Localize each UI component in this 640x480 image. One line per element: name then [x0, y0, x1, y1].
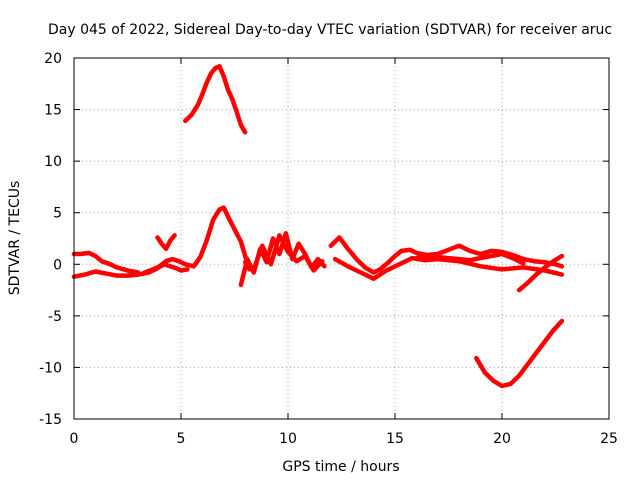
series-track-12	[414, 251, 526, 266]
y-tick-label: -15	[39, 412, 62, 428]
y-tick-label: 10	[44, 154, 62, 170]
x-tick-label: 5	[177, 431, 186, 447]
series-track-7	[242, 233, 325, 273]
x-axis-label: GPS time / hours	[282, 459, 399, 475]
y-tick-label: 15	[44, 103, 62, 119]
y-tick-label: -10	[39, 360, 62, 376]
y-tick-label: 5	[53, 206, 62, 222]
grid-lines	[74, 58, 609, 419]
y-tick-label: -5	[48, 309, 62, 325]
x-tick-label: 20	[493, 431, 511, 447]
series-track-4	[155, 233, 177, 252]
x-tick-label: 25	[600, 431, 618, 447]
series-track-11	[516, 253, 565, 293]
plot-frame	[73, 57, 610, 420]
series-track-3	[142, 205, 252, 275]
data-series	[71, 64, 565, 389]
series-track-1	[71, 250, 141, 275]
y-axis-label: SDTVAR / TECUs	[7, 181, 23, 296]
y-tick-label: 20	[44, 51, 62, 67]
x-tick-label: 10	[279, 431, 297, 447]
chart-title: Day 045 of 2022, Sidereal Day-to-day VTE…	[48, 22, 612, 38]
series-track-5	[183, 64, 248, 135]
series-track-10	[474, 318, 565, 389]
axis-ticks: 0 5 10 15 20 25 -15 -10 -5 0 5 10 15 20	[39, 51, 618, 447]
x-tick-label: 15	[386, 431, 404, 447]
y-tick-label: 0	[53, 257, 62, 273]
series-track-9	[332, 255, 565, 281]
x-tick-label: 0	[70, 431, 79, 447]
